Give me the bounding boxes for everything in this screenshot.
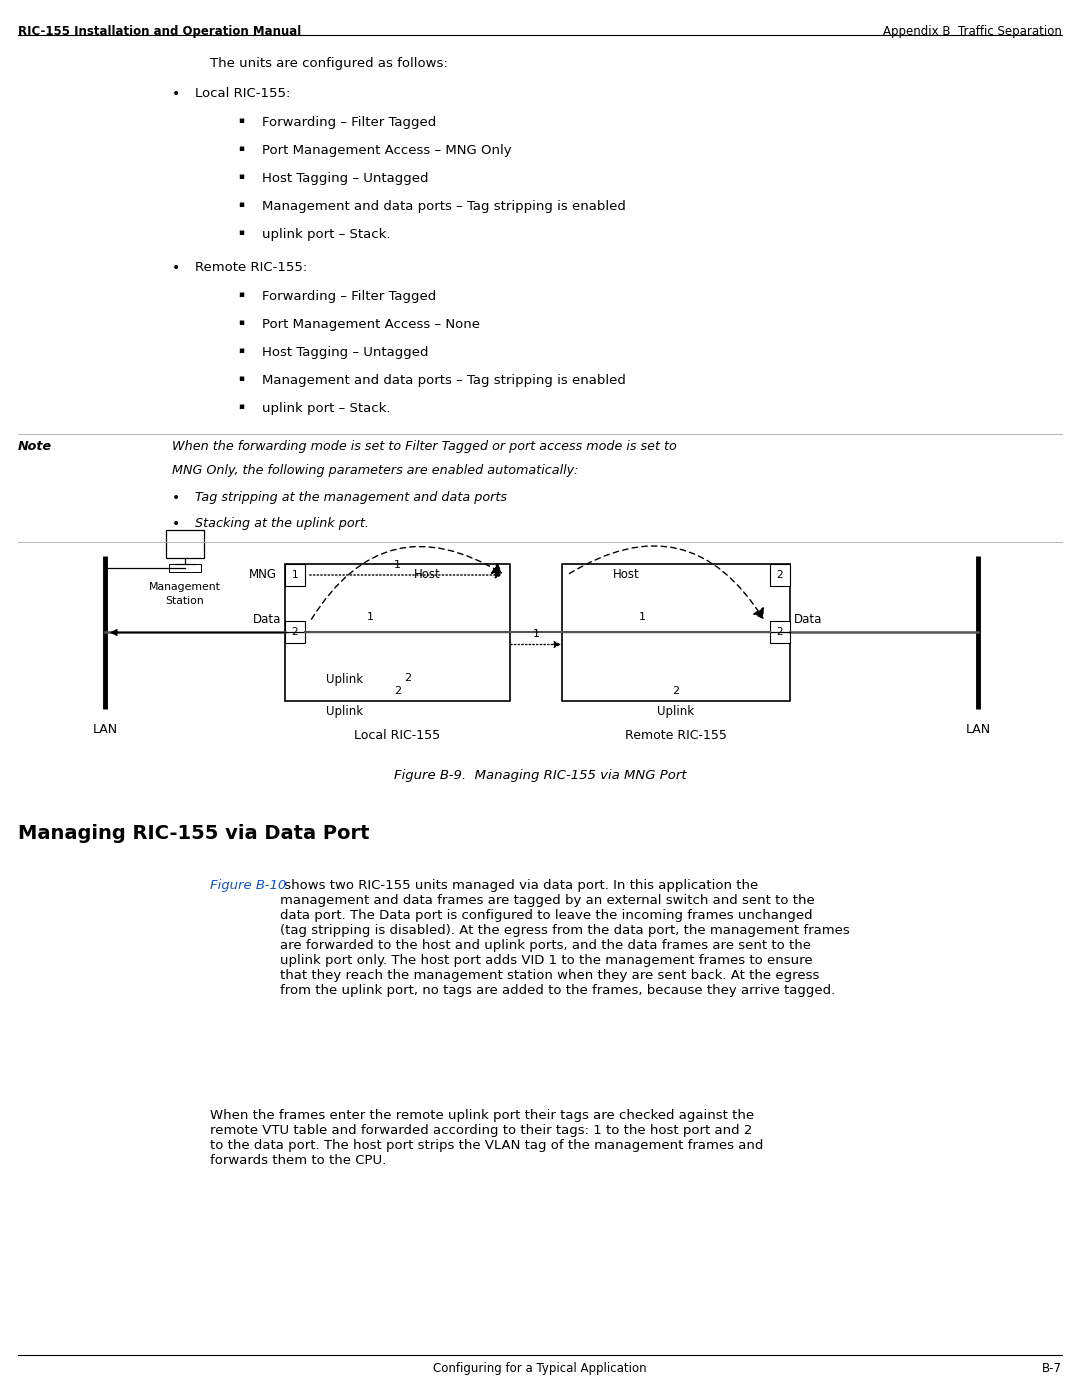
Text: Forwarding – Filter Tagged: Forwarding – Filter Tagged [262,116,436,129]
Text: Port Management Access – None: Port Management Access – None [262,319,480,331]
Text: Data: Data [794,613,822,626]
Text: 2: 2 [404,673,411,683]
Text: •: • [172,87,180,101]
Text: MNG: MNG [249,569,276,581]
Text: Port Management Access – MNG Only: Port Management Access – MNG Only [262,144,512,156]
Text: Data: Data [253,613,281,626]
Text: Host Tagging – Untagged: Host Tagging – Untagged [262,346,429,359]
Text: ▪: ▪ [238,402,244,411]
Text: Management and data ports – Tag stripping is enabled: Management and data ports – Tag strippin… [262,374,626,387]
Text: ▪: ▪ [238,319,244,327]
Text: The units are configured as follows:: The units are configured as follows: [210,57,448,70]
Polygon shape [285,622,305,644]
Text: 2: 2 [292,627,298,637]
Polygon shape [285,564,305,585]
Text: 1: 1 [394,560,401,570]
Text: Host Tagging – Untagged: Host Tagging – Untagged [262,172,429,184]
Text: Remote RIC-155: Remote RIC-155 [625,729,727,742]
Text: When the forwarding mode is set to Filter Tagged or port access mode is set to: When the forwarding mode is set to Filte… [172,440,677,453]
Text: Local RIC-155: Local RIC-155 [354,729,441,742]
Text: •: • [172,490,180,504]
Text: 1: 1 [534,630,540,640]
Polygon shape [770,622,789,644]
Polygon shape [168,564,201,571]
Text: LAN: LAN [966,724,990,736]
Text: Host: Host [414,569,441,581]
Text: Figure B-10: Figure B-10 [210,879,286,893]
Text: ▪: ▪ [238,172,244,182]
Text: ▪: ▪ [238,116,244,124]
Text: Appendix B  Traffic Separation: Appendix B Traffic Separation [883,25,1062,38]
Text: Uplink: Uplink [326,705,364,718]
Text: MNG Only, the following parameters are enabled automatically:: MNG Only, the following parameters are e… [172,464,579,476]
Text: •: • [172,517,180,531]
Text: uplink port – Stack.: uplink port – Stack. [262,402,391,415]
Text: shows two RIC-155 units managed via data port. In this application the
managemen: shows two RIC-155 units managed via data… [280,879,850,997]
FancyArrowPatch shape [311,546,501,619]
Polygon shape [770,564,789,585]
Text: 2: 2 [673,686,679,696]
Text: Management and data ports – Tag stripping is enabled: Management and data ports – Tag strippin… [262,200,626,212]
Text: Figure B-9.  Managing RIC-155 via MNG Port: Figure B-9. Managing RIC-155 via MNG Por… [394,768,686,782]
Text: Host: Host [612,569,639,581]
Text: 1: 1 [292,570,298,580]
Text: ▪: ▪ [238,346,244,355]
Text: ▪: ▪ [238,291,244,299]
Text: Local RIC-155:: Local RIC-155: [195,87,291,101]
Text: Station: Station [165,597,204,606]
Text: uplink port – Stack.: uplink port – Stack. [262,228,391,242]
Text: RIC-155 Installation and Operation Manual: RIC-155 Installation and Operation Manua… [18,25,301,38]
Text: Stacking at the uplink port.: Stacking at the uplink port. [195,517,369,529]
Text: Uplink: Uplink [658,705,694,718]
Polygon shape [285,564,510,701]
Text: •: • [172,261,180,275]
Text: Uplink: Uplink [326,673,364,686]
Text: 2: 2 [777,570,783,580]
Text: Remote RIC-155:: Remote RIC-155: [195,261,307,274]
Polygon shape [166,529,204,557]
Text: ▪: ▪ [238,144,244,154]
Text: Managing RIC-155 via Data Port: Managing RIC-155 via Data Port [18,824,369,842]
Text: When the frames enter the remote uplink port their tags are checked against the
: When the frames enter the remote uplink … [210,1109,764,1166]
Polygon shape [562,564,789,701]
Text: LAN: LAN [93,724,118,736]
Text: 1: 1 [366,612,374,623]
Text: 1: 1 [638,612,646,623]
Text: Configuring for a Typical Application: Configuring for a Typical Application [433,1362,647,1375]
Text: 2: 2 [394,686,401,696]
Text: Management: Management [149,583,221,592]
Text: Tag stripping at the management and data ports: Tag stripping at the management and data… [195,490,507,504]
Text: B-7: B-7 [1042,1362,1062,1375]
FancyArrowPatch shape [569,546,764,617]
Text: Note: Note [18,440,52,453]
Text: ▪: ▪ [238,374,244,383]
Text: 2: 2 [777,627,783,637]
Text: Forwarding – Filter Tagged: Forwarding – Filter Tagged [262,291,436,303]
Text: ▪: ▪ [238,200,244,210]
Text: ▪: ▪ [238,228,244,237]
